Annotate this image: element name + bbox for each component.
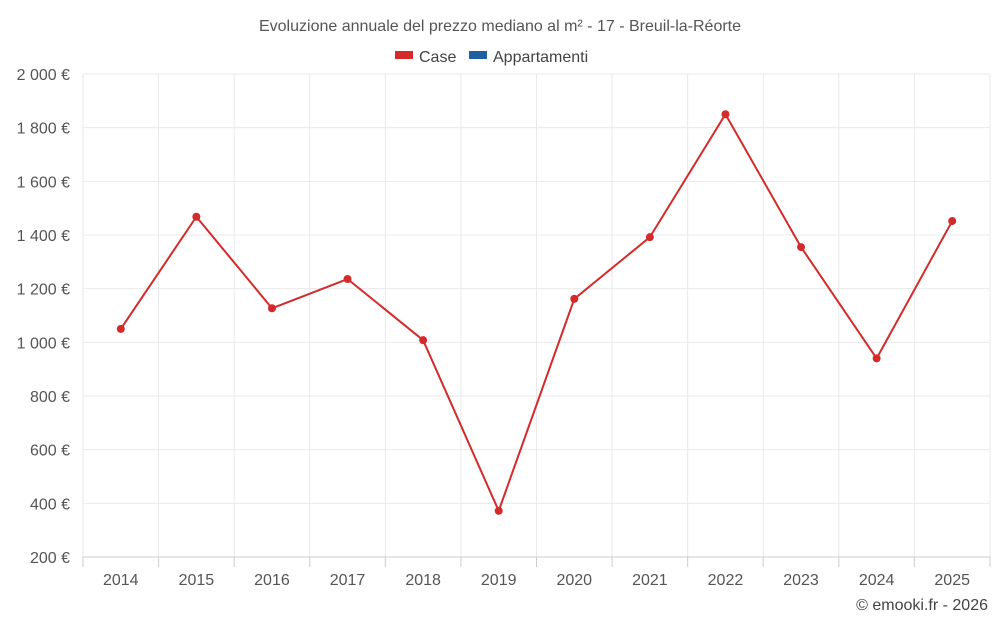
x-tick-label: 2018: [405, 572, 441, 589]
y-tick-label: 1 600 €: [17, 174, 70, 191]
x-tick-label: 2020: [556, 572, 592, 589]
data-point[interactable]: [872, 354, 881, 363]
x-tick-label: 2019: [481, 572, 517, 589]
y-axis: 2 000 € 1 800 € 1 600 € 1 400 € 1 200 € 1 000…: [17, 67, 70, 567]
data-point[interactable]: [419, 336, 428, 345]
y-tick-label: 1 800 €: [17, 121, 70, 138]
x-tick-label: 2025: [934, 572, 970, 589]
series-line-0: [119, 113, 954, 512]
y-tick-label: 1 400 €: [17, 228, 70, 245]
x-tick-label: 2021: [632, 572, 668, 589]
y-tick-label: 400 €: [30, 496, 70, 513]
legend-swatch-case: [395, 51, 413, 59]
x-tick-label: 2014: [103, 572, 139, 589]
x-tick-label: 2022: [708, 572, 744, 589]
x-axis: 2014 2015 2016 2017 2018 2019 2020 2021 2022 2023…: [82, 556, 991, 589]
credit-text: © emooki.fr - 2026: [856, 597, 988, 614]
data-point[interactable]: [948, 217, 957, 226]
x-tick-label: 2017: [330, 572, 366, 589]
legend-label-appartamenti[interactable]: Appartamenti: [493, 49, 588, 66]
data-point[interactable]: [267, 304, 276, 313]
y-tick-label: 600 €: [30, 443, 70, 460]
data-point[interactable]: [192, 212, 201, 221]
legend: Case Appartamenti: [395, 49, 588, 66]
y-tick-label: 200 €: [30, 550, 70, 567]
x-tick-label: 2016: [254, 572, 290, 589]
y-tick-label: 1 200 €: [17, 282, 70, 299]
legend-swatch-appartamenti: [469, 51, 487, 59]
x-tick-label: 2015: [179, 572, 215, 589]
x-tick-label: 2023: [783, 572, 819, 589]
data-point[interactable]: [116, 324, 125, 333]
data-point[interactable]: [721, 110, 730, 119]
data-point[interactable]: [645, 233, 654, 242]
x-tick-label: 2024: [859, 572, 895, 589]
data-point[interactable]: [494, 506, 503, 515]
data-point[interactable]: [570, 294, 579, 303]
series-case: [116, 110, 957, 515]
y-tick-label: 1 000 €: [17, 335, 70, 352]
legend-label-case[interactable]: Case: [419, 49, 456, 66]
grid: [82, 73, 991, 557]
data-point[interactable]: [343, 275, 352, 284]
y-tick-label: 2 000 €: [17, 67, 70, 84]
data-point[interactable]: [797, 243, 806, 252]
chart-title: Evoluzione annuale del prezzo mediano al…: [259, 18, 741, 35]
y-tick-label: 800 €: [30, 389, 70, 406]
